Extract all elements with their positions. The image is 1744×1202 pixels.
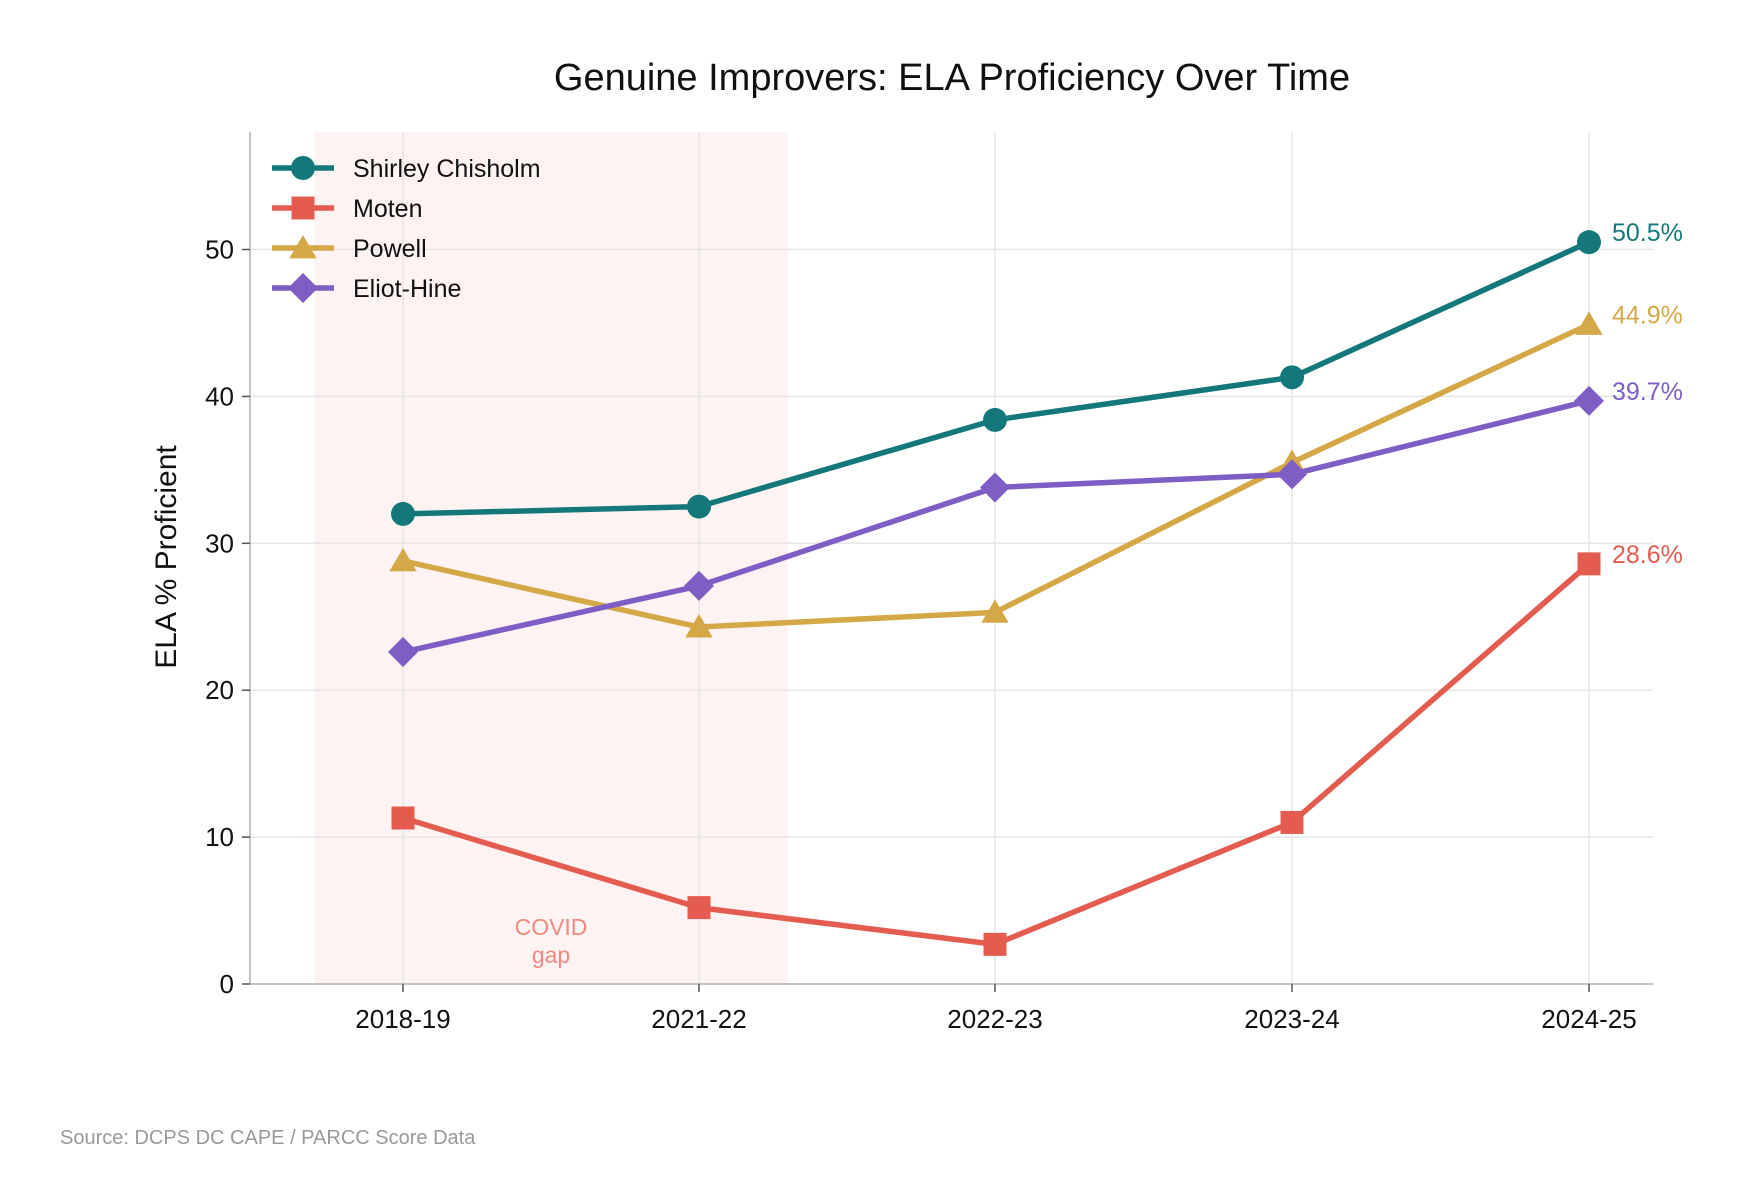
- data-point-eliot-hine: [684, 570, 714, 601]
- y-tick-label: 50: [205, 235, 234, 265]
- x-tick-label: 2022-23: [947, 1004, 1042, 1034]
- data-point-moten: [1577, 552, 1601, 576]
- data-point-shirley-chisholm: [983, 407, 1007, 432]
- legend-marker-moten: [291, 196, 315, 220]
- x-tick-label: 2021-22: [651, 1004, 746, 1034]
- source-note: Source: DCPS DC CAPE / PARCC Score Data: [60, 1127, 476, 1149]
- x-tick-label: 2018-19: [355, 1004, 450, 1034]
- data-point-powell: [1575, 311, 1603, 335]
- legend-label-powell: Powell: [353, 235, 427, 263]
- data-point-shirley-chisholm: [391, 501, 415, 526]
- data-point-powell: [389, 547, 417, 572]
- end-label-powell: 44.9%: [1612, 301, 1683, 329]
- legend-marker-eliot-hine: [288, 273, 318, 303]
- x-tick-label: 2024-25: [1541, 1004, 1636, 1034]
- y-tick-label: 40: [205, 381, 234, 411]
- y-tick-label: 20: [205, 675, 234, 705]
- y-tick-label: 10: [205, 822, 234, 852]
- legend-marker-shirley-chisholm: [291, 156, 315, 180]
- data-point-powell: [685, 614, 713, 638]
- legend-marker-powell: [289, 235, 317, 259]
- covid-shaded-region: [314, 132, 788, 984]
- data-point-eliot-hine: [1574, 385, 1604, 416]
- end-label-eliot-hine: 39.7%: [1612, 378, 1683, 406]
- y-tick-label: 30: [205, 528, 234, 558]
- y-axis-label: ELA % Proficient: [150, 445, 183, 669]
- data-point-shirley-chisholm: [1577, 230, 1601, 255]
- series-lines: [388, 230, 1604, 956]
- data-point-moten: [1280, 810, 1304, 834]
- chart-title: Genuine Improvers: ELA Proficiency Over …: [554, 57, 1350, 99]
- data-point-moten: [983, 932, 1007, 956]
- end-label-moten: 28.6%: [1612, 541, 1683, 569]
- data-point-shirley-chisholm: [687, 494, 711, 519]
- x-tick-label: 2023-24: [1244, 1004, 1339, 1034]
- legend-label-eliot-hine: Eliot-Hine: [353, 275, 461, 303]
- data-point-shirley-chisholm: [1280, 365, 1304, 390]
- legend: Shirley Chisholm Moten Powell Eliot-Hine: [272, 155, 541, 303]
- data-point-moten: [391, 806, 415, 830]
- covid-gap-band: [314, 132, 788, 984]
- y-tick-label: 0: [220, 969, 234, 999]
- end-labels: 50.5% 28.6% 44.9% 39.7%: [1612, 219, 1683, 569]
- end-label-shirley-chisholm: 50.5%: [1612, 219, 1683, 247]
- legend-label-shirley-chisholm: Shirley Chisholm: [353, 155, 541, 183]
- data-point-moten: [687, 896, 711, 920]
- covid-label-line2: gap: [532, 942, 570, 968]
- legend-label-moten: Moten: [353, 195, 422, 223]
- axes: 0 10 20 30 40 50 2018-19 2021-22 2022-23 2023-24 2…: [205, 132, 1653, 1034]
- data-point-eliot-hine: [980, 472, 1010, 503]
- data-point-eliot-hine: [1277, 459, 1307, 490]
- data-point-powell: [981, 599, 1009, 623]
- covid-label-line1: COVID: [515, 914, 588, 940]
- data-point-eliot-hine: [388, 637, 418, 668]
